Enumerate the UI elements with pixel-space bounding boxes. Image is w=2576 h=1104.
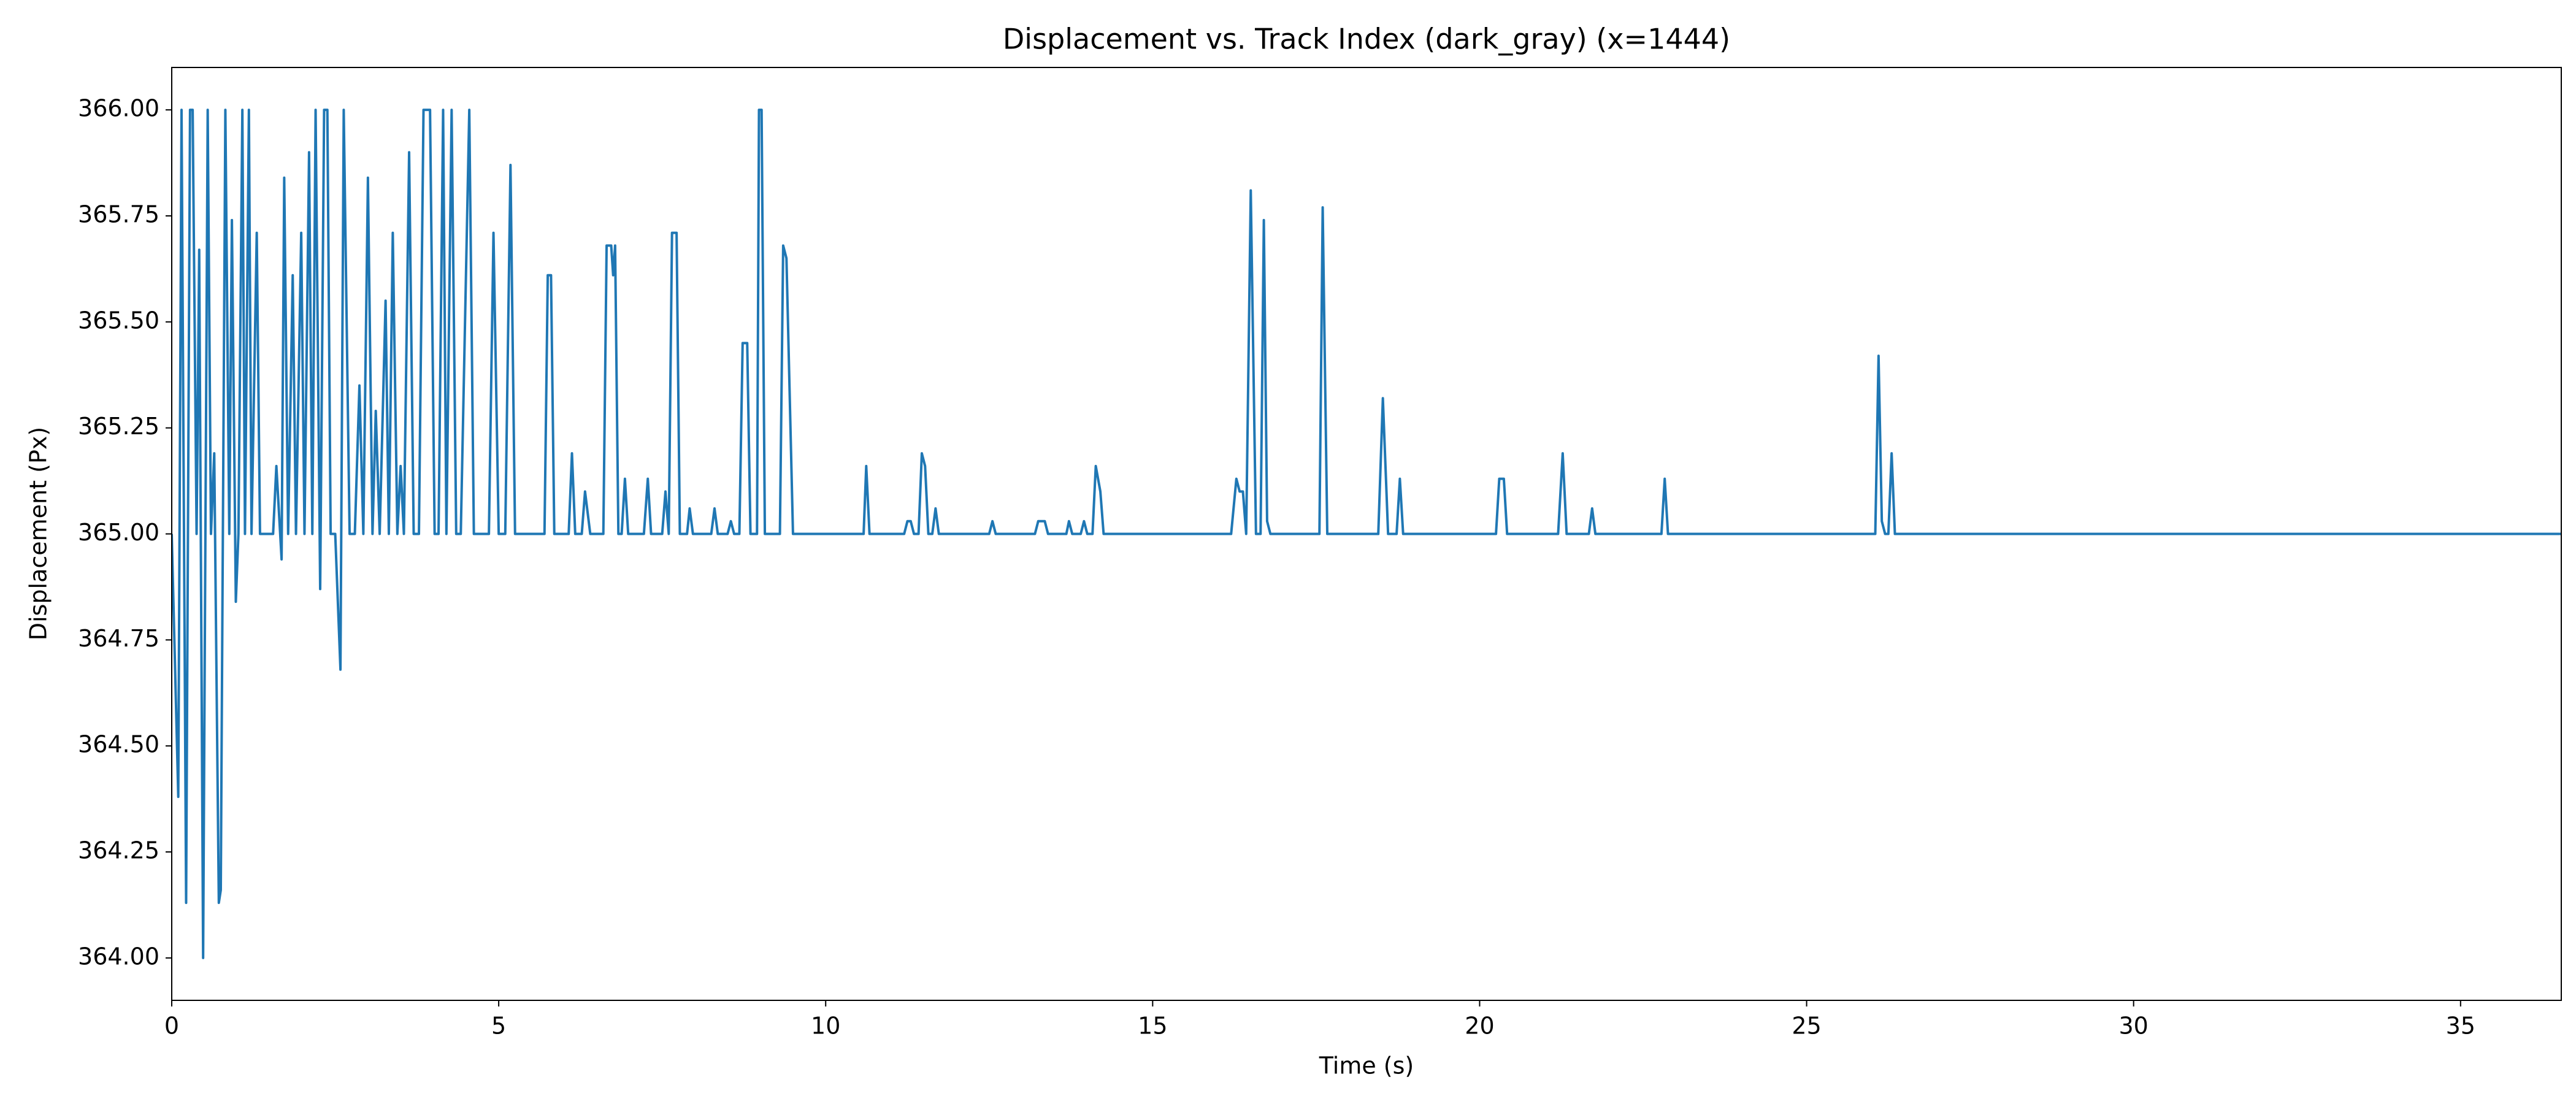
x-tick-label: 25 bbox=[1792, 1013, 1821, 1040]
x-axis-label: Time (s) bbox=[1319, 1052, 1414, 1079]
y-tick-label: 365.50 bbox=[78, 307, 159, 334]
x-tick-label: 5 bbox=[491, 1013, 506, 1040]
data-line bbox=[172, 109, 2561, 959]
x-tick-label: 10 bbox=[811, 1013, 840, 1040]
x-tick-label: 30 bbox=[2119, 1013, 2149, 1040]
x-tick-label: 35 bbox=[2446, 1013, 2475, 1040]
x-tick-label: 0 bbox=[164, 1013, 179, 1040]
y-tick-label: 365.75 bbox=[78, 201, 159, 228]
plot-frame bbox=[171, 67, 2562, 1001]
y-tick-label: 364.75 bbox=[78, 625, 159, 652]
y-tick-label: 364.25 bbox=[78, 837, 159, 864]
y-axis-label: Displacement (Px) bbox=[25, 427, 52, 640]
x-tick-label: 20 bbox=[1465, 1013, 1494, 1040]
y-tick-label: 365.25 bbox=[78, 413, 159, 440]
y-tick-label: 365.00 bbox=[78, 519, 159, 546]
y-tick-label: 364.00 bbox=[78, 943, 159, 970]
chart-title: Displacement vs. Track Index (dark_gray)… bbox=[1003, 23, 1730, 56]
y-tick-label: 364.50 bbox=[78, 731, 159, 758]
x-tick-label: 15 bbox=[1138, 1013, 1167, 1040]
y-tick-label: 366.00 bbox=[78, 95, 159, 122]
